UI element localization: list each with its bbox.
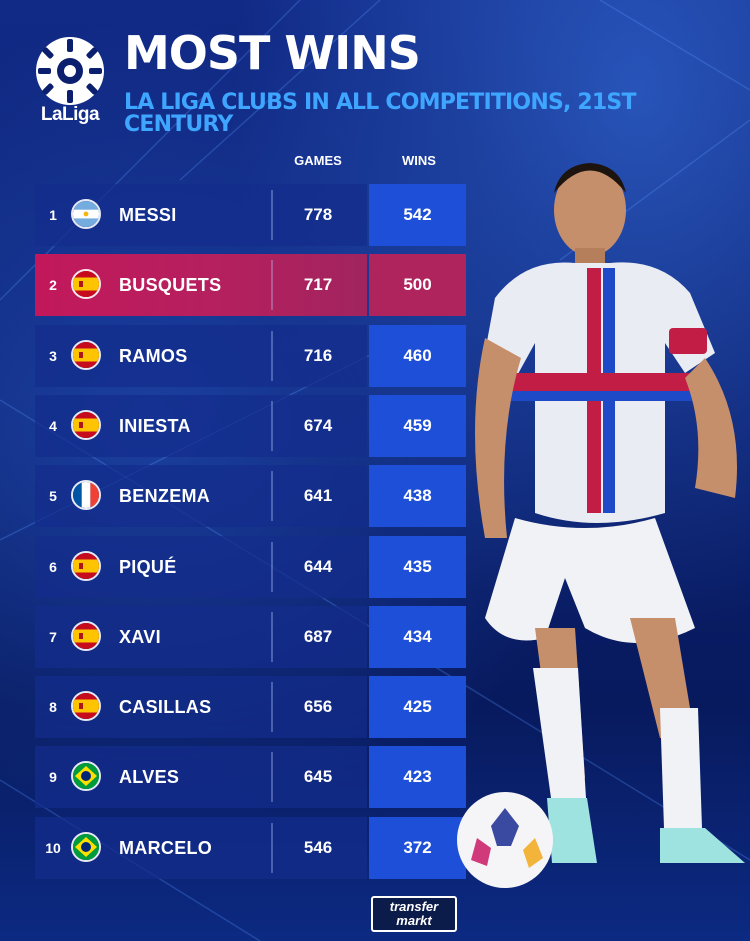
laliga-logo-text: LaLiga [40, 104, 100, 125]
transfermarkt-logo: transfer markt [371, 896, 457, 932]
column-header-wins: WINS [402, 153, 436, 168]
transfermarkt-logo-line2: markt [396, 913, 432, 928]
transfermarkt-logo-line1: transfer [389, 899, 439, 914]
page-subtitle: LA LIGA CLUBS IN ALL COMPETITIONS, 21ST … [124, 90, 636, 137]
column-header-games: GAMES [294, 153, 342, 168]
laliga-logo [36, 37, 104, 105]
player-image [457, 163, 745, 888]
page-title: MOST WINS [124, 26, 421, 80]
